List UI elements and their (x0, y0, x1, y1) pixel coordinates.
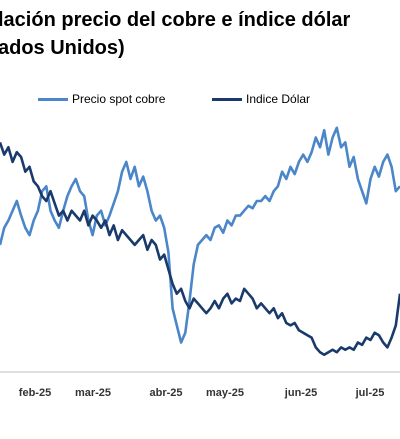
chart-legend: Precio spot cobre Indice Dólar (0, 92, 400, 108)
chart-title-line-1: lación precio del cobre e índice dólar (0, 9, 351, 31)
chart-title-line-2: ados Unidos) (0, 37, 125, 59)
x-tick-label: abr-25 (149, 387, 182, 399)
x-tick-label: feb-25 (19, 387, 51, 399)
x-tick-label: may-25 (206, 387, 244, 399)
legend-label-dollar-index: Indice Dólar (246, 92, 311, 106)
series-line-dollar-index (0, 141, 400, 357)
legend-swatch-copper (38, 97, 68, 101)
series-line-copper-price (0, 126, 400, 344)
x-tick-label: jul-25 (355, 387, 385, 399)
x-tick-label: mar-25 (75, 387, 111, 399)
legend-item-dollar-index: Indice Dólar (212, 92, 310, 106)
x-tick-label: jun-25 (284, 387, 317, 399)
chart-title: lación precio del cobre e índice dólar a… (0, 6, 400, 62)
legend-swatch-dollar-index (212, 97, 242, 101)
legend-item-copper: Precio spot cobre (38, 92, 165, 106)
legend-label-copper: Precio spot cobre (72, 92, 166, 106)
